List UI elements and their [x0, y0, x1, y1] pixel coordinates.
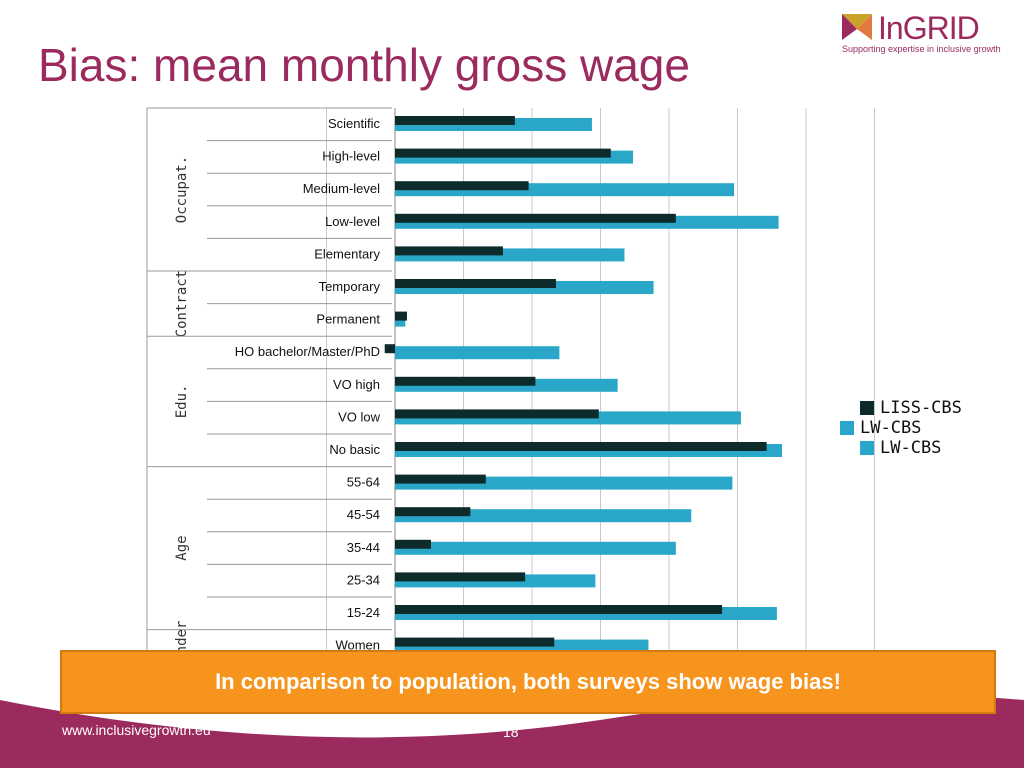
bar-liss	[395, 507, 471, 517]
bar-liss	[395, 637, 555, 647]
logo-wordmark: InGRID	[878, 10, 980, 46]
bar-liss	[384, 344, 395, 354]
category-label: 45-54	[347, 507, 380, 522]
category-label: Low-level	[325, 214, 380, 229]
bar-liss	[395, 246, 503, 256]
page-number: 18	[503, 724, 519, 740]
category-label: Women	[335, 638, 380, 653]
category-label: Temporary	[319, 279, 381, 294]
category-label: 55-64	[347, 475, 380, 490]
bar-liss	[395, 116, 515, 125]
legend-item-lw: LW-CBS	[840, 418, 962, 438]
footer-url[interactable]: www.inclusivegrowth.eu	[62, 722, 211, 738]
category-label: 35-44	[347, 540, 380, 555]
category-label: VO high	[333, 377, 380, 392]
legend-swatch-lw	[840, 421, 854, 435]
category-label: Scientific	[328, 116, 381, 131]
category-label: 15-24	[347, 605, 380, 620]
bar-liss	[395, 279, 556, 288]
bar-lw	[395, 346, 560, 360]
category-label: Medium-level	[303, 181, 380, 196]
legend-swatch-liss	[860, 401, 874, 415]
legend-label-liss: LISS-CBS	[880, 398, 962, 418]
bar-liss	[395, 409, 599, 419]
bar-liss	[395, 148, 611, 158]
bar-liss	[395, 181, 529, 191]
legend-label-lw-2: LW-CBS	[880, 438, 942, 458]
category-label: VO low	[338, 409, 381, 424]
category-label: High-level	[322, 149, 380, 164]
bar-liss	[395, 605, 723, 614]
category-label: HO bachelor/Master/PhD	[235, 344, 380, 359]
category-label: 25-34	[347, 572, 380, 587]
callout-box: In comparison to population, both survey…	[60, 650, 996, 714]
group-label: Contract	[174, 270, 190, 337]
bar-liss	[395, 474, 486, 484]
bar-liss	[395, 213, 676, 223]
category-label: No basic	[329, 442, 380, 457]
legend-label-lw: LW-CBS	[860, 418, 922, 438]
bar-lw	[395, 541, 676, 555]
group-label: Age	[174, 535, 190, 560]
bar-liss	[395, 442, 767, 451]
group-label: Occupat.	[174, 156, 190, 223]
legend-swatch-lw-2	[860, 441, 874, 455]
logo-tagline: Supporting expertise in inclusive growth	[842, 44, 1001, 54]
page-title: Bias: mean monthly gross wage	[38, 39, 690, 91]
legend-item-liss: LISS-CBS	[860, 398, 962, 418]
bar-liss	[395, 572, 526, 582]
ingrid-logo-icon	[842, 14, 872, 40]
bar-liss	[395, 376, 536, 386]
legend-item-lw-2: LW-CBS	[860, 438, 962, 458]
bar-liss	[395, 539, 431, 549]
ingrid-logo: InGRID Supporting expertise in inclusive…	[840, 10, 1001, 58]
category-label: Permanent	[316, 312, 380, 327]
category-label: Elementary	[314, 246, 380, 261]
bar-liss	[395, 311, 407, 321]
chart-legend: LISS-CBS LW-CBS LW-CBS	[840, 398, 962, 458]
group-label: Edu.	[174, 385, 190, 419]
